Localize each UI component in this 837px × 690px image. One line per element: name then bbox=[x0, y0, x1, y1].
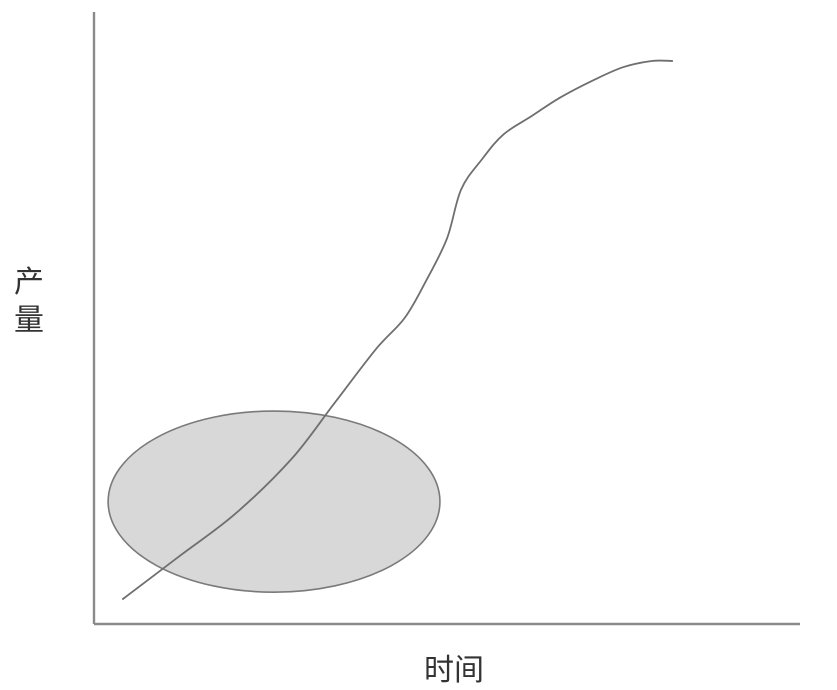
series-layer bbox=[121, 59, 673, 601]
y-axis-label-char-2: 量 bbox=[14, 303, 44, 338]
x-axis-label: 时间 bbox=[424, 653, 484, 688]
y-axis-label-char-1: 产 bbox=[14, 265, 44, 300]
series-line bbox=[121, 59, 673, 601]
shaded-ellipse bbox=[107, 410, 441, 593]
shaded-zone-layer bbox=[107, 410, 441, 593]
